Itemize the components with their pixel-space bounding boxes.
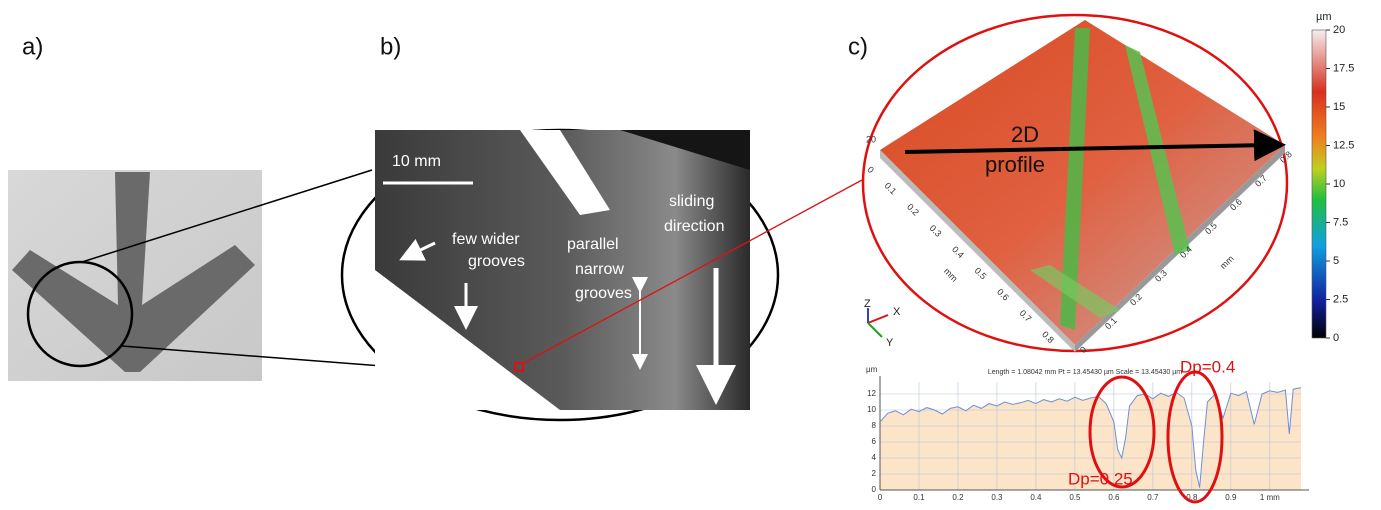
annotation: profile: [985, 152, 1045, 177]
annotation: Dp=0.4: [1180, 357, 1235, 376]
colorbar-tick-label: 12.5: [1333, 139, 1354, 151]
gizmo: Z X Y: [864, 298, 901, 349]
x-tick-label: 0.7: [1147, 493, 1159, 502]
annotation: direction: [664, 218, 724, 235]
y-unit: µm: [866, 365, 878, 374]
colorbar-ticks: 0 2.5 5 7.5 10 12.5 15 17.5 20: [1326, 24, 1354, 344]
colorbar: [1312, 30, 1326, 338]
colorbar-tick-label: 7.5: [1333, 216, 1348, 228]
x-tick-label: 0.3: [991, 493, 1003, 502]
annotation: few wider: [452, 231, 520, 248]
x-tick-label: 0.9: [1225, 493, 1237, 502]
axis-label: 20: [866, 134, 876, 144]
gizmo-label: Y: [886, 337, 894, 349]
colorbar-tick-label: 10: [1333, 178, 1345, 190]
y-tick-label: 4: [872, 453, 877, 462]
panel-label: b): [380, 33, 401, 60]
x-tick-label: 0.1: [913, 493, 925, 502]
scale-label: 10 mm: [392, 153, 441, 170]
x-tick-label: 0.2: [952, 493, 964, 502]
annotation: narrow: [575, 261, 624, 278]
annotation: Dp=0.25: [1068, 469, 1133, 488]
gizmo-label: X: [893, 306, 901, 318]
colorbar-tick-label: 2.5: [1333, 293, 1348, 305]
x-tick-label: 0.4: [1030, 493, 1042, 502]
colorbar-tick-label: 15: [1333, 101, 1345, 113]
x-tick-label: 0: [878, 493, 883, 502]
annotation: sliding: [669, 193, 714, 210]
x-tick-label: 0.5: [1069, 493, 1081, 502]
colorbar-tick-label: 5: [1333, 255, 1339, 267]
y-tick-label: 10: [867, 405, 876, 414]
x-tick-label: 0.6: [1108, 493, 1120, 502]
page: { "panels": { "a": {"label": "a)"}, "b":…: [0, 0, 1381, 505]
gizmo-label: Z: [864, 298, 871, 310]
y-tick-label: 0: [872, 485, 877, 494]
annotation: parallel: [567, 236, 619, 253]
panel-label: a): [22, 33, 43, 60]
profile-header: Length = 1.08042 mm Pt = 13.45430 µm Sca…: [988, 369, 1182, 376]
y-tick-label: 8: [872, 421, 877, 430]
colorbar-unit: µm: [1316, 11, 1332, 23]
y-tick-label: 12: [867, 389, 876, 398]
colorbar-tick-label: 20: [1333, 24, 1345, 36]
figure: a) b) 10 mm few wider grooves parallel n…: [0, 0, 1381, 505]
colorbar-tick-label: 0: [1333, 332, 1339, 344]
y-tick-label: 6: [872, 437, 877, 446]
y-tick-label: 2: [872, 469, 877, 478]
colorbar-tick-label: 17.5: [1333, 62, 1354, 74]
panel-label: c): [848, 33, 868, 60]
annotation: grooves: [575, 285, 632, 302]
annotation: grooves: [468, 253, 525, 270]
x-tick-label: 1 mm: [1260, 493, 1280, 502]
annotation: 2D: [1011, 122, 1039, 147]
